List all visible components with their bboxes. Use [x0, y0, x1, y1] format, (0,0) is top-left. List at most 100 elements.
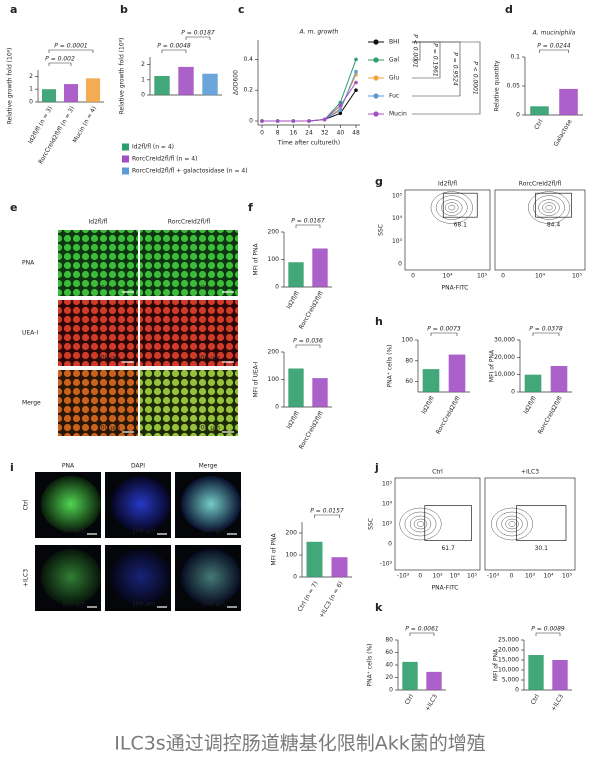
p-value: P = 0.0089 — [531, 626, 565, 633]
point — [307, 119, 311, 123]
scale-bar-label: 100 μm — [202, 601, 225, 608]
flow-plot — [484, 477, 576, 571]
bar — [402, 661, 418, 690]
p-value: P = 0.1961 — [432, 43, 439, 76]
x-tick-label: -10³ — [487, 573, 500, 580]
legend-label: Mucin — [389, 111, 407, 118]
y-tick-label: 10³ — [392, 238, 403, 245]
point — [322, 117, 327, 122]
flow-plot — [394, 477, 481, 571]
bar — [312, 248, 328, 287]
y-tick-label: 1 — [141, 76, 145, 83]
legend-label: RorcCreId2fl/fl (n = 4) — [132, 156, 197, 163]
bar — [312, 378, 328, 407]
p-value: P = 0.0061 — [405, 626, 438, 633]
contour — [505, 518, 519, 530]
p-value: P = 0.0073 — [427, 326, 461, 333]
point — [338, 111, 343, 116]
x-tick-label: Ctrl — [533, 118, 545, 131]
y-tick-label: 0 — [29, 99, 33, 106]
chart-title: A. muciniphila — [532, 30, 576, 37]
x-tick-label: 8 — [276, 130, 280, 137]
panel-letter: j — [374, 461, 379, 474]
y-tick-label: 10⁵ — [382, 481, 393, 488]
point — [275, 119, 280, 123]
contour — [527, 191, 571, 224]
x-tick-label: 10⁴ — [535, 273, 546, 280]
significance-bracket — [48, 49, 94, 53]
y-tick-label: 20,000 — [498, 647, 519, 654]
x-tick-label: RorcCreId2fl/fl — [298, 290, 325, 330]
scale-bar-label: 200 μm — [197, 355, 220, 362]
x-tick-label: 10⁵ — [572, 273, 583, 280]
y-tick-label: 0.2 — [243, 87, 253, 94]
legend-label: Fuc — [389, 93, 399, 100]
y-tick-label: 0 — [249, 118, 253, 125]
contour — [448, 204, 456, 211]
bar — [426, 671, 442, 690]
x-tick-label: RorcCreId2fl/fl — [298, 410, 325, 450]
legend-swatch — [122, 155, 129, 163]
legend-marker — [373, 111, 379, 117]
x-tick-label: 0 — [418, 573, 422, 580]
x-tick-label: RorcCreId2fl/fl — [435, 395, 462, 435]
p-value: P = 0.0001 — [54, 43, 87, 50]
scale-bar-label: 100 μm — [62, 528, 85, 535]
x-tick-label: Id2fl/fl — [285, 290, 301, 310]
y-tick-label: 200 — [268, 229, 280, 236]
legend-label: RorcCreId2fl/fl + galactosidase (n = 4) — [132, 168, 248, 175]
y-tick-label: 0 — [515, 687, 519, 694]
y-tick-label: 0.05 — [507, 83, 521, 90]
contour — [490, 507, 534, 541]
x-tick-label: Mucin (n = 4) — [72, 105, 98, 144]
bar — [85, 78, 101, 102]
x-tick-label: +ILC3 — [550, 693, 565, 712]
scale-bar-label: 200 μm — [197, 285, 220, 292]
point — [291, 119, 296, 123]
y-tick-label: 10³ — [382, 521, 393, 528]
x-tick-label: 48 — [352, 130, 360, 137]
y-axis-label: ΔOD600 — [233, 70, 240, 95]
bar — [528, 655, 544, 690]
micrograph — [58, 300, 138, 366]
significance-bracket — [535, 632, 561, 636]
y-tick-label: 80 — [385, 637, 393, 644]
bar — [552, 660, 568, 690]
contour — [430, 191, 473, 224]
row-label: Merge — [22, 400, 41, 407]
legend-marker — [373, 39, 379, 45]
y-tick-label: 0.1 — [510, 54, 520, 61]
y-tick-label: 25,000 — [498, 637, 519, 644]
contour — [417, 521, 424, 527]
bar — [202, 73, 218, 95]
x-tick-label: 24 — [305, 130, 313, 137]
tissue — [41, 549, 101, 605]
contour — [538, 199, 560, 216]
y-tick-label: 0 — [516, 112, 520, 119]
x-tick-label: 32 — [321, 130, 329, 137]
gate — [535, 192, 572, 218]
p-value: P = 0.9524 — [452, 52, 459, 86]
point — [354, 80, 358, 85]
significance-bracket — [409, 632, 435, 636]
panel-letter: a — [10, 3, 17, 16]
p-value: P = 0.0048 — [157, 43, 191, 50]
y-tick-label: 20 — [385, 674, 393, 681]
y-tick-label: 100 — [286, 552, 298, 559]
contour — [542, 202, 556, 213]
x-tick-label: 10⁴ — [543, 573, 554, 580]
panel-letter: e — [10, 201, 17, 214]
x-tick-label: 0 — [411, 273, 415, 280]
gate — [516, 505, 567, 541]
contour — [435, 195, 468, 220]
gate — [424, 505, 472, 541]
scale-bar-label: 200 μm — [197, 425, 220, 432]
y-axis-label: PNA⁺ cells (%) — [387, 344, 394, 387]
plot-title: Ctrl — [432, 469, 443, 476]
x-tick-label: 16 — [290, 130, 298, 137]
tissue — [41, 476, 101, 532]
flow-plot — [404, 189, 491, 271]
y-tick-label: 0 — [293, 574, 297, 581]
significance-bracket — [295, 224, 321, 228]
